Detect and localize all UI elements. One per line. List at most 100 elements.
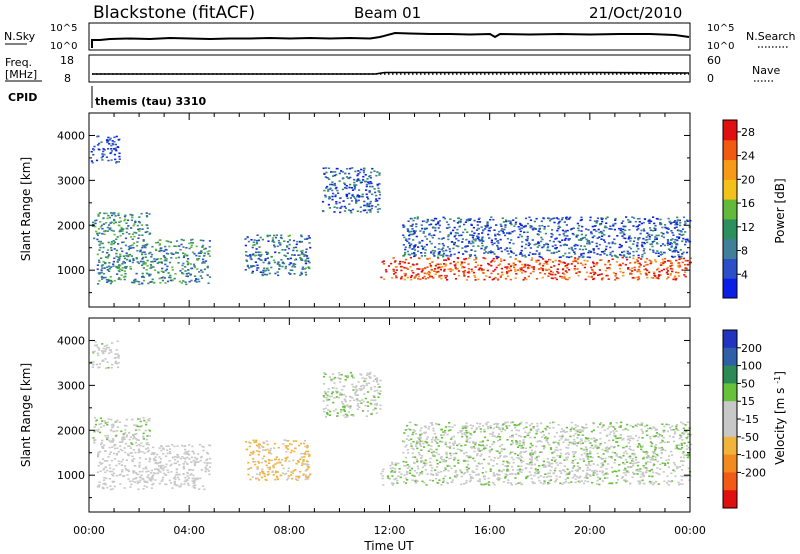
echo-cell bbox=[541, 238, 544, 241]
echo-cell bbox=[253, 441, 256, 444]
echo-cell bbox=[684, 231, 687, 233]
echo-cell bbox=[97, 215, 100, 217]
echo-cell bbox=[591, 470, 594, 472]
echo-cell bbox=[97, 454, 100, 456]
echo-cell bbox=[459, 430, 462, 432]
echo-cell bbox=[180, 243, 183, 246]
echo-cell bbox=[170, 463, 173, 466]
echo-cell bbox=[664, 226, 667, 229]
echo-cell bbox=[426, 258, 429, 260]
echo-cell bbox=[636, 468, 639, 471]
echo-cell bbox=[179, 248, 182, 251]
echo-cell bbox=[677, 254, 680, 256]
echo-cell bbox=[458, 225, 461, 227]
echo-cell bbox=[160, 445, 163, 447]
echo-cell bbox=[119, 230, 122, 233]
echo-cell bbox=[410, 243, 413, 245]
echo-cell bbox=[615, 441, 618, 443]
echo-cell bbox=[497, 242, 500, 244]
echo-cell bbox=[123, 215, 127, 218]
echo-cell bbox=[116, 259, 120, 261]
echo-cell bbox=[490, 261, 493, 263]
echo-cell bbox=[287, 477, 290, 479]
echo-cell bbox=[296, 240, 299, 243]
echo-cell bbox=[394, 464, 397, 466]
echo-cell bbox=[641, 255, 644, 258]
echo-cell bbox=[674, 278, 677, 281]
echo-cell bbox=[337, 192, 340, 194]
echo-cell bbox=[247, 461, 250, 464]
echo-cell bbox=[135, 257, 138, 259]
echo-cell bbox=[391, 463, 394, 466]
echo-cell bbox=[463, 271, 466, 274]
echo-cell bbox=[287, 272, 291, 274]
echo-cell bbox=[573, 440, 576, 443]
echo-cell bbox=[659, 468, 662, 470]
echo-cell bbox=[486, 223, 489, 225]
echo-cell bbox=[511, 230, 514, 233]
echo-cell bbox=[684, 220, 687, 223]
echo-cell bbox=[266, 466, 270, 469]
echo-cell bbox=[122, 261, 125, 263]
echo-cell bbox=[150, 487, 153, 489]
echo-cell bbox=[592, 261, 595, 263]
echo-cell bbox=[379, 390, 382, 392]
echo-cell bbox=[405, 461, 408, 463]
echo-cell bbox=[326, 185, 329, 188]
echo-cell bbox=[308, 466, 311, 469]
echo-cell bbox=[122, 232, 125, 235]
echo-cell bbox=[184, 281, 187, 283]
echo-cell bbox=[585, 271, 588, 274]
echo-cell bbox=[107, 255, 110, 258]
echo-cell bbox=[287, 258, 290, 260]
echo-cell bbox=[501, 228, 504, 230]
echo-cell bbox=[137, 418, 140, 420]
echo-cell bbox=[519, 267, 522, 270]
echo-cell bbox=[655, 472, 658, 474]
echo-cell bbox=[116, 447, 119, 449]
echo-cell bbox=[540, 256, 543, 259]
echo-cell bbox=[474, 279, 477, 281]
echo-cell bbox=[465, 482, 468, 484]
echo-cell bbox=[686, 259, 689, 262]
echo-cell bbox=[139, 479, 142, 482]
echo-cell bbox=[392, 467, 395, 469]
echo-cell bbox=[686, 263, 689, 266]
echo-cell bbox=[110, 243, 113, 246]
echo-cell bbox=[605, 274, 608, 277]
echo-cell bbox=[293, 259, 297, 261]
echo-cell bbox=[615, 470, 618, 473]
echo-cell bbox=[102, 223, 106, 225]
echo-cell bbox=[512, 262, 515, 265]
echo-cell bbox=[450, 481, 453, 483]
echo-cell bbox=[627, 238, 630, 240]
echo-cell bbox=[93, 442, 96, 444]
echo-cell bbox=[664, 257, 667, 260]
echo-cell bbox=[375, 198, 378, 200]
echo-cell bbox=[142, 263, 145, 265]
echo-cell bbox=[603, 442, 607, 444]
echo-cell bbox=[424, 252, 427, 254]
echo-cell bbox=[138, 481, 141, 483]
echo-cell bbox=[463, 269, 466, 272]
echo-cell bbox=[174, 476, 177, 478]
echo-cell bbox=[138, 464, 141, 467]
echo-cell bbox=[175, 257, 178, 259]
echo-cell bbox=[660, 231, 663, 234]
echo-cell bbox=[151, 260, 154, 263]
echo-cell bbox=[404, 456, 408, 459]
echo-cell bbox=[618, 246, 621, 249]
echo-cell bbox=[626, 252, 629, 255]
echo-cell bbox=[165, 455, 168, 457]
echo-cell bbox=[566, 452, 569, 454]
echo-cell bbox=[464, 221, 467, 223]
echo-cell bbox=[326, 404, 329, 407]
echo-cell bbox=[585, 238, 588, 241]
echo-cell bbox=[574, 451, 577, 453]
echo-cell bbox=[461, 241, 464, 243]
echo-cell bbox=[350, 211, 353, 214]
echo-cell bbox=[336, 391, 339, 393]
echo-cell bbox=[565, 264, 568, 267]
freq-label: Freq. bbox=[5, 56, 32, 69]
